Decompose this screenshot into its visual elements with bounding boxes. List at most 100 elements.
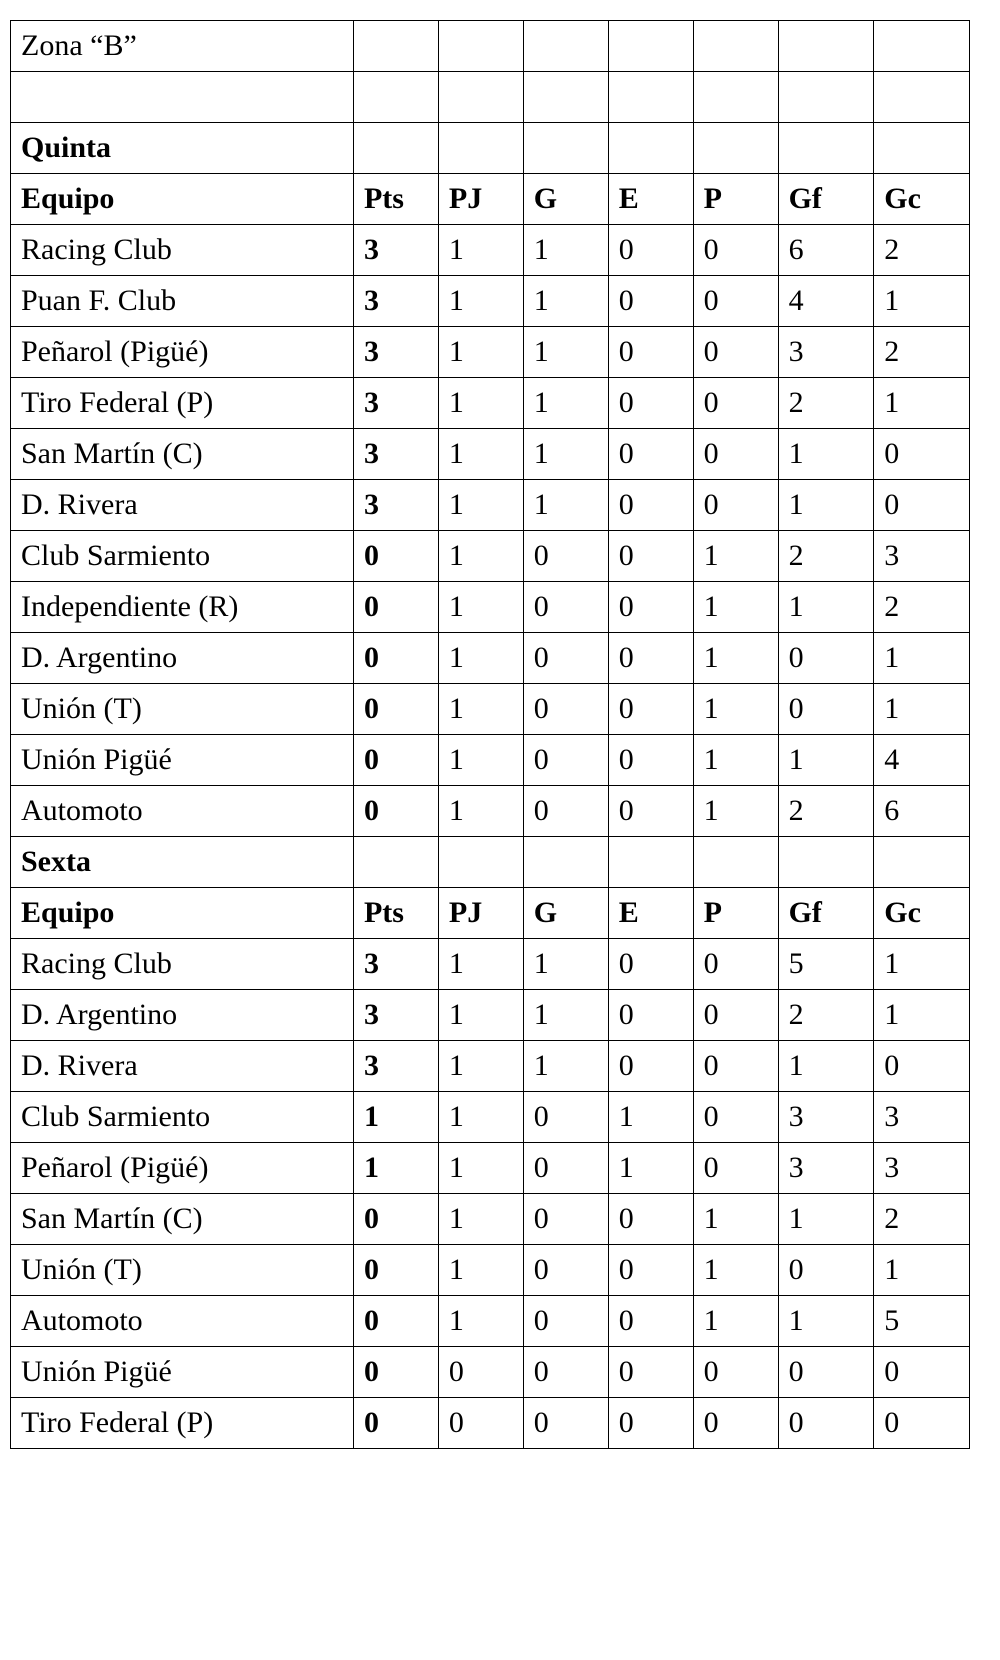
empty-cell [523,123,608,174]
cell-p: 0 [693,225,778,276]
cell-pts: 3 [353,225,438,276]
table-row: San Martín (C)0100112 [11,1194,970,1245]
header-equipo: Equipo [11,174,354,225]
cell-pts: 0 [353,531,438,582]
header-pts: Pts [353,174,438,225]
cell-pts: 3 [353,939,438,990]
header-gc: Gc [874,174,970,225]
table-row: Racing Club3110062 [11,225,970,276]
cell-p: 0 [693,378,778,429]
table-row: Independiente (R)0100112 [11,582,970,633]
table-row: Puan F. Club3110041 [11,276,970,327]
cell-g: 0 [523,1245,608,1296]
empty-cell [608,837,693,888]
cell-e: 0 [608,1041,693,1092]
cell-e: 0 [608,531,693,582]
cell-pts: 0 [353,684,438,735]
empty-cell [523,72,608,123]
cell-pj: 1 [438,225,523,276]
cell-g: 1 [523,1041,608,1092]
table-row: Tiro Federal (P)3110021 [11,378,970,429]
table-row: Unión (T)0100101 [11,1245,970,1296]
empty-cell [778,837,874,888]
cell-gc: 3 [874,1092,970,1143]
cell-g: 0 [523,1347,608,1398]
cell-pj: 1 [438,1143,523,1194]
cell-e: 0 [608,735,693,786]
cell-gf: 1 [778,1194,874,1245]
cell-g: 0 [523,786,608,837]
empty-cell [353,72,438,123]
cell-g: 1 [523,276,608,327]
empty-cell [353,21,438,72]
cell-team: Peñarol (Pigüé) [11,1143,354,1194]
cell-pj: 1 [438,1194,523,1245]
cell-team: Peñarol (Pigüé) [11,327,354,378]
cell-gf: 1 [778,735,874,786]
cell-pts: 0 [353,1245,438,1296]
header-gf: Gf [778,174,874,225]
cell-team: San Martín (C) [11,429,354,480]
empty-cell [353,123,438,174]
empty-cell [438,72,523,123]
cell-team: Club Sarmiento [11,1092,354,1143]
blank-row [11,72,970,123]
cell-p: 0 [693,1143,778,1194]
cell-pj: 1 [438,276,523,327]
empty-cell [11,72,354,123]
cell-pts: 1 [353,1092,438,1143]
cell-gc: 4 [874,735,970,786]
cell-pj: 1 [438,990,523,1041]
empty-cell [438,123,523,174]
cell-pj: 1 [438,1092,523,1143]
empty-cell [523,21,608,72]
cell-p: 1 [693,684,778,735]
cell-gc: 1 [874,990,970,1041]
cell-gc: 1 [874,276,970,327]
cell-gc: 0 [874,429,970,480]
cell-gf: 3 [778,1143,874,1194]
cell-pj: 1 [438,633,523,684]
cell-e: 0 [608,480,693,531]
cell-e: 0 [608,633,693,684]
cell-e: 0 [608,1347,693,1398]
cell-e: 0 [608,1296,693,1347]
sexta-header-row: EquipoPtsPJGEPGfGc [11,888,970,939]
cell-pj: 1 [438,735,523,786]
cell-g: 1 [523,480,608,531]
empty-cell [353,837,438,888]
sexta-title-row: Sexta [11,837,970,888]
cell-gf: 0 [778,684,874,735]
cell-p: 0 [693,939,778,990]
cell-g: 0 [523,582,608,633]
table-row: Racing Club3110051 [11,939,970,990]
cell-pts: 1 [353,1143,438,1194]
cell-gc: 1 [874,1245,970,1296]
cell-pj: 1 [438,939,523,990]
cell-p: 1 [693,1296,778,1347]
table-row: Club Sarmiento1101033 [11,1092,970,1143]
cell-gc: 3 [874,531,970,582]
empty-cell [608,123,693,174]
cell-gf: 1 [778,1296,874,1347]
header-e: E [608,888,693,939]
cell-gc: 1 [874,939,970,990]
cell-gc: 5 [874,1296,970,1347]
empty-cell [778,123,874,174]
cell-gf: 2 [778,786,874,837]
cell-g: 1 [523,225,608,276]
cell-pts: 0 [353,1194,438,1245]
cell-pj: 1 [438,480,523,531]
cell-team: Unión (T) [11,684,354,735]
cell-pts: 0 [353,786,438,837]
table-row: Peñarol (Pigüé)3110032 [11,327,970,378]
empty-cell [778,72,874,123]
table-row: Tiro Federal (P)0000000 [11,1398,970,1449]
empty-cell [693,123,778,174]
cell-gf: 5 [778,939,874,990]
quinta-title-row: Quinta [11,123,970,174]
cell-team: D. Rivera [11,480,354,531]
zone-title: Zona “B” [11,21,354,72]
header-g: G [523,174,608,225]
cell-p: 1 [693,582,778,633]
